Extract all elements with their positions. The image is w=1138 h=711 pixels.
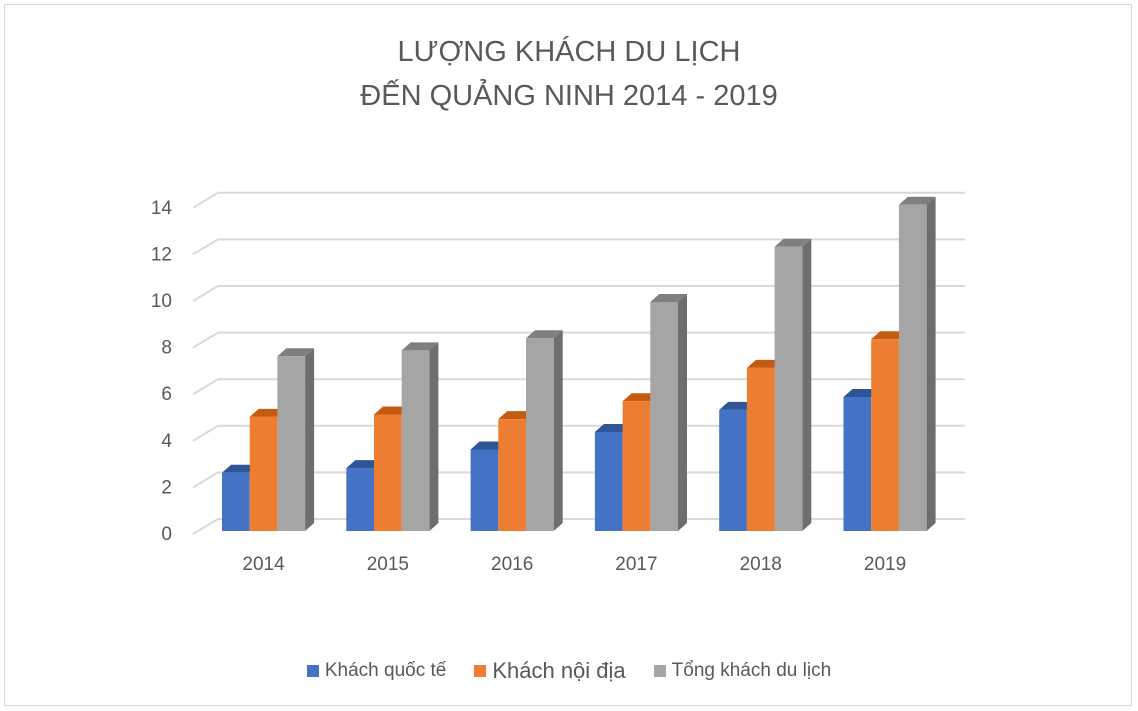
bar-top-1: [746, 359, 784, 368]
y-tick-label: 8: [161, 338, 172, 359]
bar-top-0: [719, 401, 756, 410]
bar-side: [802, 238, 812, 532]
bar-side: [429, 342, 439, 531]
x-tick-label: 2017: [615, 554, 657, 575]
bar-top-2: [650, 293, 687, 302]
bar-top-0: [594, 423, 632, 432]
bar-khách-nội-địa: [746, 367, 775, 531]
gridline-depth: [192, 238, 219, 256]
chart-title-line-2: ĐẾN QUẢNG NINH 2014 - 2019: [360, 80, 778, 112]
bar-top-2: [774, 238, 812, 247]
bar-top-1: [871, 331, 908, 340]
bar-khách-nội-địa: [622, 401, 651, 531]
bar-top-1: [498, 411, 535, 420]
bar-tổng-khách-du-lịch: [277, 356, 306, 531]
bar-khách-quốc-tế: [719, 409, 747, 531]
legend-swatch: [306, 665, 319, 677]
bar-side: [553, 330, 563, 531]
bar-top-1: [622, 393, 660, 402]
gridline-depth: [192, 331, 219, 349]
bar-top-1: [249, 408, 287, 417]
bar-tổng-khách-du-lịch: [650, 301, 678, 531]
legend-item-khach-quoc-te: Khách quốc tế: [306, 660, 447, 682]
y-tick-label: 12: [151, 244, 172, 265]
y-tick-label: 10: [151, 291, 172, 312]
bar-khách-quốc-tế: [594, 431, 623, 531]
bar-top-2: [277, 348, 315, 357]
gridline-depth: [192, 518, 219, 535]
bar-top-2: [898, 196, 936, 205]
legend-label: Khách quốc tế: [324, 660, 447, 681]
bar-khách-quốc-tế: [222, 472, 250, 531]
bar-khách-nội-địa: [249, 416, 278, 531]
legend-label: Khách nội địa: [492, 658, 626, 683]
bar-side: [305, 348, 315, 531]
x-tick-label: 2016: [491, 554, 533, 575]
bar-khách-quốc-tế: [470, 449, 499, 531]
y-tick-label: 4: [161, 431, 172, 452]
bar-tổng-khách-du-lịch: [526, 338, 554, 531]
bar-tổng-khách-du-lịch: [774, 246, 803, 532]
bar-side: [678, 293, 687, 531]
bar-khách-nội-địa: [374, 414, 402, 531]
gridline-depth: [192, 471, 219, 489]
x-tick-label: 2015: [367, 554, 409, 575]
y-tick-label: 6: [161, 384, 172, 405]
gridline-depth: [192, 285, 219, 302]
bar-top-0: [843, 389, 881, 398]
x-tick-label: 2018: [740, 554, 782, 575]
legend-item-tong-khach: Tổng khách du lịch: [653, 660, 832, 682]
y-tick-label: 14: [151, 198, 173, 219]
x-tick-label: 2014: [242, 554, 285, 575]
bar-tổng-khách-du-lịch: [898, 204, 927, 532]
bar-khách-nội-địa: [498, 419, 526, 531]
bar-top-2: [401, 342, 439, 351]
legend-swatch: [474, 665, 487, 677]
y-tick-label: 0: [161, 524, 172, 545]
bar-top-2: [526, 330, 563, 339]
chart-title-line-1: LƯỢNG KHÁCH DU LỊCH: [397, 36, 741, 68]
chart-frame: [4, 4, 1132, 706]
legend-swatch: [653, 665, 666, 677]
bar-top-0: [470, 441, 508, 450]
legend: Khách quốc tế Khách nội địa Tổng khách d…: [0, 658, 1138, 684]
bar-side: [926, 196, 936, 532]
gridline-depth: [192, 191, 219, 209]
y-tick-label: 2: [161, 477, 172, 498]
bar-khách-nội-địa: [871, 339, 899, 531]
gridline-depth: [192, 424, 219, 442]
bar-top-1: [374, 406, 411, 415]
legend-label: Tổng khách du lịch: [671, 660, 832, 681]
x-tick-label: 2019: [864, 554, 906, 575]
legend-item-khach-noi-dia: Khách nội địa: [474, 658, 626, 684]
bar-top-0: [346, 460, 383, 469]
bar-khách-quốc-tế: [346, 468, 374, 531]
gridline-depth: [192, 378, 219, 396]
bar-khách-quốc-tế: [843, 397, 872, 531]
bar-top-0: [222, 464, 259, 473]
bar-tổng-khách-du-lịch: [401, 350, 430, 531]
